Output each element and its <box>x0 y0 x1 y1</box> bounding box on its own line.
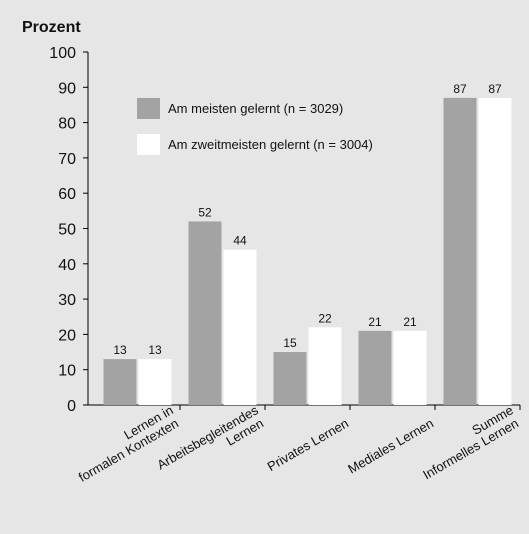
y-tick-label: 60 <box>58 186 76 203</box>
bar <box>443 97 477 405</box>
y-tick-label: 100 <box>49 45 76 62</box>
legend-swatch <box>137 134 160 155</box>
bar <box>478 97 512 405</box>
value-label: 87 <box>453 82 467 96</box>
legend-swatch <box>137 98 160 119</box>
value-label: 15 <box>283 336 297 350</box>
legend-label: Am meisten gelernt (n = 3029) <box>168 101 343 116</box>
y-axis-label: Prozent <box>22 19 81 36</box>
bar <box>188 221 222 405</box>
y-tick-label: 20 <box>58 327 76 344</box>
legend-label: Am zweitmeisten gelernt (n = 3004) <box>168 137 373 152</box>
value-label: 21 <box>368 315 382 329</box>
bar <box>308 327 342 405</box>
bar <box>358 330 392 405</box>
value-label: 21 <box>403 315 417 329</box>
bar <box>223 249 257 405</box>
y-tick-label: 10 <box>58 363 76 380</box>
value-label: 22 <box>318 311 332 325</box>
x-tick-label: Privates Lernen <box>265 416 351 475</box>
y-tick-label: 0 <box>67 398 76 415</box>
bar <box>103 359 137 405</box>
y-tick-label: 40 <box>58 257 76 274</box>
x-tick-label-group: Privates Lernen <box>265 416 351 475</box>
bar <box>273 352 307 405</box>
value-label: 44 <box>233 234 247 248</box>
bar <box>393 330 427 405</box>
value-label: 87 <box>488 82 502 96</box>
y-tick-label: 30 <box>58 292 76 309</box>
value-label: 52 <box>198 205 212 219</box>
y-tick-label: 50 <box>58 222 76 239</box>
bar <box>138 359 172 405</box>
y-tick-label: 80 <box>58 116 76 133</box>
y-tick-label: 90 <box>58 80 76 97</box>
value-label: 13 <box>113 343 127 357</box>
y-tick-label: 70 <box>58 151 76 168</box>
value-label: 13 <box>148 343 162 357</box>
